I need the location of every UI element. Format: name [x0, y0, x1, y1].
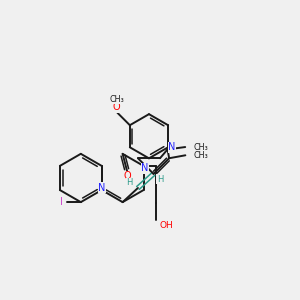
Text: H: H — [157, 175, 163, 184]
Text: N: N — [141, 163, 149, 173]
Text: H: H — [127, 178, 133, 187]
Text: CH₃: CH₃ — [194, 151, 208, 160]
Text: O: O — [124, 171, 131, 181]
Text: I: I — [60, 197, 62, 207]
Text: CH₃: CH₃ — [110, 95, 124, 104]
Text: CH₃: CH₃ — [194, 142, 208, 152]
Text: N: N — [98, 183, 105, 193]
Text: O: O — [113, 102, 121, 112]
Text: N: N — [168, 142, 175, 152]
Text: OH: OH — [159, 221, 173, 230]
